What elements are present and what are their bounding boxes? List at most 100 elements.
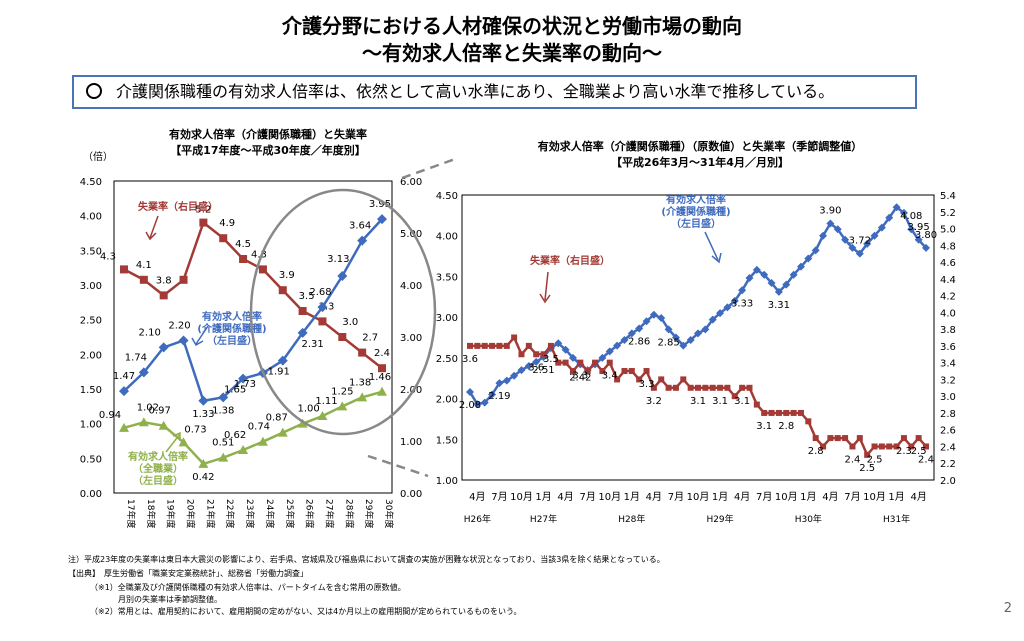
chart1-green-point	[119, 422, 129, 432]
chart1-red-data-label: 4.3	[251, 249, 267, 260]
chart2-blue-data-label: 2.08	[459, 400, 481, 411]
chart2-right-tick: 2.0	[940, 476, 956, 487]
chart2-left-tick: 4.00	[436, 232, 458, 243]
chart2-right-tick: 4.2	[940, 292, 956, 303]
chart2-red-point	[562, 359, 569, 366]
chart1-green-point	[178, 437, 189, 447]
chart1-x-tick: 20年度	[185, 499, 197, 528]
chart1-blue-point	[297, 327, 308, 338]
chart1-left-tick: 1.00	[80, 420, 102, 431]
chart1-red-point	[139, 275, 148, 284]
chart2-red-data-label: 2.4	[844, 454, 860, 465]
chart2-red-point	[547, 342, 554, 349]
chart2-red-point	[518, 351, 525, 358]
chart2-blue-point	[833, 225, 842, 234]
chart2-blue-data-label: 3.33	[731, 298, 753, 309]
note-1b: 月別の失業率は季節調整値。	[118, 595, 222, 604]
chart2-right-tick: 2.6	[940, 426, 956, 437]
chart2-x-tick: 10月	[775, 491, 798, 503]
chart2-blue-point	[738, 286, 747, 295]
chart2-subtitle: 【平成26年3月～31年4月／月別】	[611, 156, 789, 169]
chart1-blue-data-label: 1.74	[125, 352, 147, 363]
chart2-blue-data-label: 4.08	[900, 211, 922, 222]
chart1-right-tick: 3.00	[400, 333, 422, 344]
chart1-left-tick: 4.00	[80, 212, 102, 223]
chart1-blue-data-label: 2.31	[301, 339, 323, 350]
chart1-x-tick: 23年度	[244, 499, 256, 528]
chart2-blue-point	[855, 249, 864, 258]
chart2-red-point	[467, 342, 473, 349]
chart1-subtitle: 【平成17年度～平成30年度／年度別】	[170, 144, 366, 157]
chart2-red-data-label: 3.1	[756, 421, 772, 432]
chart2-red-point	[849, 443, 856, 450]
chart1-left-tick: 1.50	[80, 385, 102, 396]
chart2-red-data-label: 3.2	[646, 396, 662, 407]
chart1-left-tick: 3.50	[80, 246, 102, 257]
chart2-right-tick: 2.4	[940, 442, 956, 453]
chart1-x-tick: 30年度	[383, 499, 395, 528]
chart1-red-point	[338, 333, 347, 341]
page-title: 介護分野における人材確保の状況と労働市場の動向	[282, 14, 742, 38]
chart2-red-point	[540, 351, 547, 358]
chart2-red-point	[636, 376, 643, 383]
chart2-red-point	[746, 384, 753, 391]
chart1-right-tick: 5.00	[400, 229, 422, 240]
chart1-red-data-label: 4.5	[235, 239, 251, 250]
chart2-red-data-label: 2.5	[911, 446, 927, 457]
chart1-green-point	[357, 392, 368, 402]
chart2-blue-data-label: 3.80	[915, 230, 937, 241]
chart1-red-point	[298, 307, 307, 315]
chart2-blue-data-label: 3.31	[768, 300, 790, 311]
chart1-x-tick: 19年度	[165, 499, 177, 528]
zoom-dash-top	[401, 156, 459, 180]
chart2-red-data-label: 3.1	[690, 396, 706, 407]
chart2-red-point	[797, 409, 804, 416]
chart2-blue-data-label: 2.19	[488, 391, 510, 402]
chart2-blue-point	[517, 366, 526, 375]
chart1-green-data-label: 1.38	[349, 377, 371, 388]
chart1-red-data-label: 5.2	[195, 205, 211, 216]
chart1-title: 有効求人倍率（介護関係職種）と失業率	[169, 128, 367, 141]
chart2-red-point	[790, 409, 797, 416]
chart1-red-data-label: 2.7	[362, 333, 378, 344]
chart2-red-point	[650, 384, 657, 391]
chart2-left-tick: 3.50	[436, 272, 458, 283]
chart1-left-tick: 4.50	[80, 177, 102, 188]
chart2-blue-point	[819, 231, 828, 240]
chart2-x-tick: 7月	[844, 491, 860, 503]
chart1-x-tick: 25年度	[284, 499, 296, 528]
chart2-blue-point	[473, 400, 482, 409]
chart2-right-tick: 3.6	[940, 342, 956, 353]
chart2-left-tick: 1.00	[436, 476, 458, 487]
chart2-x-tick: 4月	[910, 491, 926, 503]
chart2-x-tick: 4月	[557, 491, 573, 503]
chart2-right-tick: 4.8	[940, 241, 956, 252]
chart2-legend-red-arrow	[539, 271, 551, 304]
chart2-blue-point	[466, 388, 474, 397]
chart2-blue-point	[627, 329, 636, 338]
summary-box: 介護関係職種の有効求人倍率は、依然として高い水準にあり、全職業より高い水準で推移…	[72, 75, 917, 109]
chart1-red-point	[120, 265, 128, 274]
chart2-blue-point	[870, 231, 879, 240]
note-earthquake: 注）平成23年度の失業率は東日本大震災の影響により、岩手県、宮城県及び福島県にお…	[68, 555, 665, 564]
chart1-red-point	[278, 286, 287, 295]
chart2-x-tick: 7月	[668, 491, 684, 503]
chart1-legend-green: 有効求人倍率	[128, 450, 188, 463]
chart1-blue-point	[158, 342, 169, 353]
chart2-red-point	[717, 384, 724, 391]
chart2-x-tick: 10月	[863, 491, 886, 503]
chart1-legend-blue: (介護関係職種)	[197, 322, 266, 335]
chart2-left-tick: 4.50	[436, 191, 458, 202]
chart2-blue-point	[752, 265, 761, 274]
chart2-red-point	[783, 409, 790, 416]
chart2-blue-point	[568, 353, 577, 362]
chart2-red-data-label: 3.6	[528, 362, 544, 373]
chart2-blue-point	[635, 324, 644, 333]
chart2-x-tick: 4月	[469, 491, 485, 503]
chart2-red-point	[923, 443, 929, 450]
highlight-ellipse	[249, 188, 437, 436]
chart1-red-point	[199, 218, 208, 227]
chart2-blue-point	[510, 371, 519, 380]
chart1-green-point	[198, 458, 209, 468]
